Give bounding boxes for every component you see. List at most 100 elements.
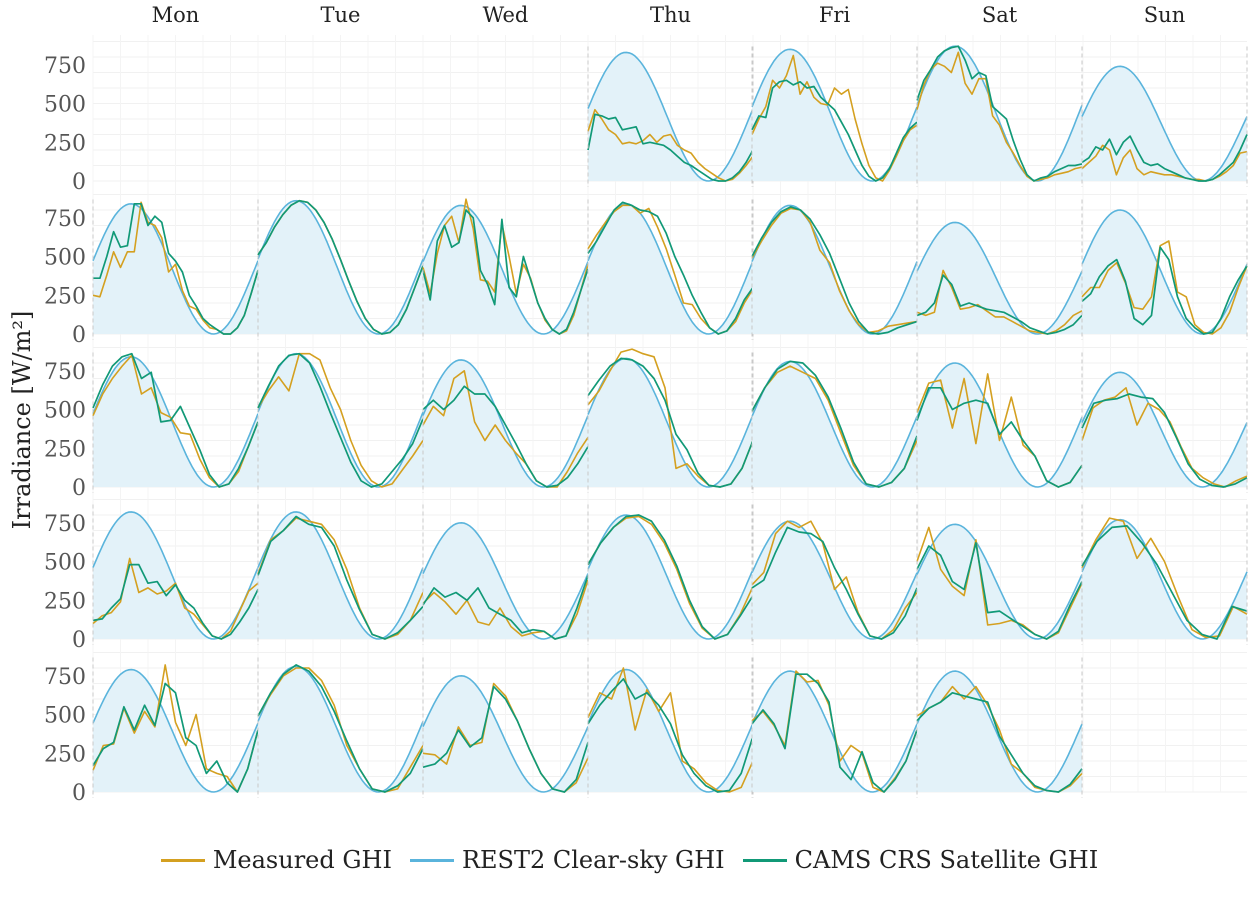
series-line-cams-crs-satellite-ghi xyxy=(751,79,918,182)
y-tick-label: 750 xyxy=(44,360,86,385)
series-line-measured-ghi xyxy=(751,54,918,182)
clearsky-area xyxy=(423,205,588,334)
series-line-cams-crs-satellite-ghi xyxy=(92,563,259,640)
legend-label-cams: CAMS CRS Satellite GHI xyxy=(794,846,1099,874)
day-panel-mon-week5 xyxy=(92,657,259,798)
labels-layer: Mon Tue Wed Thu Fri Sat Sun 0 250 500 750 0 250 500 75… xyxy=(44,3,1185,806)
y-tick-label: 750 xyxy=(44,54,86,79)
series-line-rest2-clear-sky-ghi xyxy=(916,523,1083,640)
day-panel-fri-week4 xyxy=(751,504,918,645)
day-label-sun: Sun xyxy=(1144,3,1185,27)
legend-label-clearsky: REST2 Clear-sky GHI xyxy=(461,846,725,874)
day-panel-sun-week2 xyxy=(1081,199,1248,340)
series-line-rest2-clear-sky-ghi xyxy=(257,665,424,793)
y-tick-label: 500 xyxy=(44,399,86,424)
day-panel-mon-week2 xyxy=(92,199,259,340)
clearsky-area xyxy=(588,358,753,487)
series-line-rest2-clear-sky-ghi xyxy=(257,511,424,640)
legend-item-clearsky: REST2 Clear-sky GHI xyxy=(409,846,725,874)
clearsky-area xyxy=(258,200,423,334)
y-tick-label: 250 xyxy=(44,284,86,309)
y-tick-label: 750 xyxy=(44,207,86,232)
series-line-rest2-clear-sky-ghi xyxy=(916,670,1083,793)
series-line-rest2-clear-sky-ghi xyxy=(92,668,259,793)
clearsky-area xyxy=(752,49,917,181)
series-line-cams-crs-satellite-ghi xyxy=(916,386,1083,488)
y-tick-label: 500 xyxy=(44,551,86,576)
clearsky-area xyxy=(93,356,258,487)
series-line-measured-ghi xyxy=(916,269,1083,335)
series-line-cams-crs-satellite-ghi xyxy=(751,526,918,640)
clearsky-area xyxy=(588,515,753,639)
y-tick-label: 500 xyxy=(44,246,86,271)
series-line-cams-crs-satellite-ghi xyxy=(587,678,754,793)
legend-swatch-clearsky xyxy=(409,858,454,862)
series-line-rest2-clear-sky-ghi xyxy=(422,674,589,793)
legend-item-cams: CAMS CRS Satellite GHI xyxy=(742,846,1099,874)
day-panel-sun-week4 xyxy=(1081,504,1248,645)
series-line-cams-crs-satellite-ghi xyxy=(257,352,424,488)
series-line-cams-crs-satellite-ghi xyxy=(916,542,1083,640)
series-line-measured-ghi xyxy=(751,207,918,334)
y-tick-label: 250 xyxy=(44,742,86,767)
day-label-wed: Wed xyxy=(483,3,529,27)
day-panel-sat-week2 xyxy=(916,199,1083,340)
series-line-measured-ghi xyxy=(1081,517,1248,639)
series-line-rest2-clear-sky-ghi xyxy=(422,204,589,335)
series-line-measured-ghi xyxy=(1081,240,1248,335)
day-panel-sun-week3 xyxy=(1081,352,1248,493)
cells-layer xyxy=(92,45,1248,798)
series-line-measured-ghi xyxy=(1081,387,1248,488)
series-line-cams-crs-satellite-ghi xyxy=(587,113,754,182)
clearsky-area xyxy=(752,671,917,792)
day-panel-sat-week4 xyxy=(916,504,1083,645)
day-panel-fri-week5 xyxy=(751,657,918,798)
clearsky-area xyxy=(917,46,1082,182)
y-tick-label: 750 xyxy=(44,665,86,690)
series-line-rest2-clear-sky-ghi xyxy=(751,360,918,488)
day-label-sat: Sat xyxy=(982,3,1018,27)
clearsky-area xyxy=(93,203,258,334)
series-line-cams-crs-satellite-ghi xyxy=(916,45,1083,182)
series-line-cams-crs-satellite-ghi xyxy=(92,682,259,793)
series-line-rest2-clear-sky-ghi xyxy=(1081,518,1248,640)
day-panel-tue-week5 xyxy=(257,657,424,798)
day-panel-sat-week3 xyxy=(916,352,1083,493)
legend: Measured GHI REST2 Clear-sky GHI CAMS CR… xyxy=(0,842,1259,878)
day-label-mon: Mon xyxy=(152,3,200,27)
y-tick-label: 0 xyxy=(72,781,86,806)
day-panel-tue-week2 xyxy=(257,199,424,340)
clearsky-area xyxy=(93,511,258,639)
clearsky-area xyxy=(423,675,588,792)
clearsky-area xyxy=(1082,519,1247,639)
series-line-rest2-clear-sky-ghi xyxy=(1081,65,1248,182)
clearsky-area xyxy=(258,666,423,792)
series-line-cams-crs-satellite-ghi xyxy=(257,515,424,640)
clearsky-area xyxy=(917,363,1082,487)
y-tick-label: 250 xyxy=(44,437,86,462)
series-line-measured-ghi xyxy=(257,352,424,488)
clearsky-area xyxy=(917,524,1082,639)
series-line-rest2-clear-sky-ghi xyxy=(587,668,754,793)
clearsky-area xyxy=(93,669,258,792)
series-line-rest2-clear-sky-ghi xyxy=(587,51,754,182)
y-tick-label: 500 xyxy=(44,93,86,118)
legend-swatch-measured xyxy=(160,858,205,862)
y-tick-label: 250 xyxy=(44,131,86,156)
day-panel-thu-week3 xyxy=(587,348,754,493)
y-tick-label: 250 xyxy=(44,589,86,614)
series-line-measured-ghi xyxy=(916,51,1083,182)
irradiance-calendar-chart: Irradiance [W/m²] Mon Tue Wed Thu Fri Sat Sun 0… xyxy=(8,3,1248,806)
series-line-measured-ghi xyxy=(1081,144,1248,182)
series-line-cams-crs-satellite-ghi xyxy=(1081,525,1248,640)
day-label-fri: Fri xyxy=(819,3,851,27)
y-axis-label: Irradiance [W/m²] xyxy=(8,311,36,530)
day-panel-thu-week1 xyxy=(587,46,754,187)
series-line-rest2-clear-sky-ghi xyxy=(257,199,424,335)
day-panel-fri-week1 xyxy=(751,46,918,187)
series-line-cams-crs-satellite-ghi xyxy=(257,664,424,793)
series-line-cams-crs-satellite-ghi xyxy=(1081,246,1248,335)
series-line-measured-ghi xyxy=(751,520,918,640)
legend-swatch-cams xyxy=(742,858,787,862)
series-line-cams-crs-satellite-ghi xyxy=(93,202,259,335)
